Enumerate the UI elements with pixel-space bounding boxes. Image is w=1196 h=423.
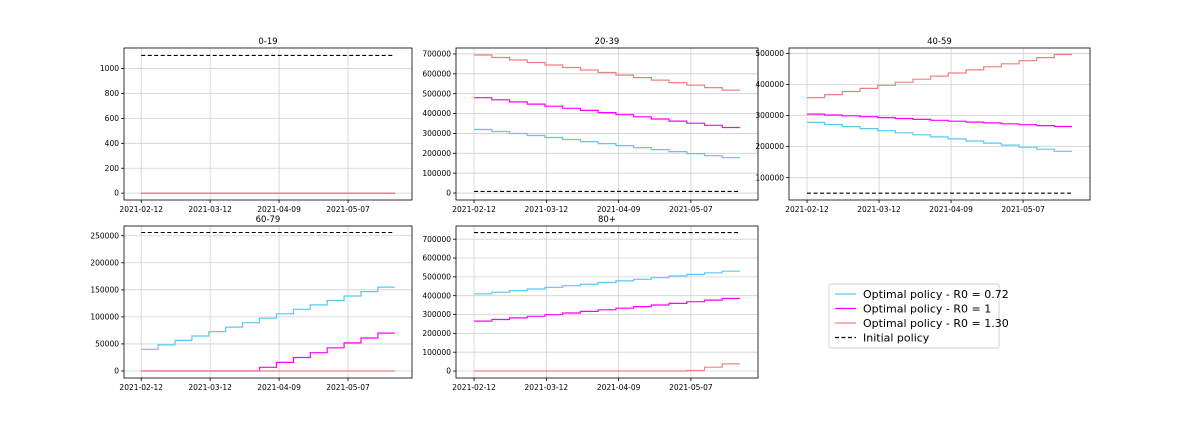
y-tick-label: 200 (105, 164, 120, 173)
x-tick-label: 2021-02-12 (119, 205, 163, 214)
y-tick-label: 150000 (90, 285, 119, 294)
series-line-3 (807, 53, 1072, 99)
y-tick-label: 100000 (422, 348, 451, 357)
y-tick-label: 200000 (422, 149, 451, 158)
axes-frame (788, 47, 1091, 201)
subplot-5: 2021-02-12 2021-03-12 2021-04-09 2021-05-07… (422, 215, 759, 392)
y-tick-label: 200000 (422, 329, 451, 338)
legend-label: Optimal policy - R0 = 1 (863, 303, 991, 316)
series-line-3 (474, 363, 740, 372)
series-line-1 (474, 270, 740, 295)
y-tick-label: 0 (114, 189, 119, 198)
y-tick-label: 400000 (755, 80, 784, 89)
x-tick-label: 2021-05-07 (669, 383, 713, 392)
legend-frame (828, 283, 1000, 349)
y-tick-label: 800 (105, 89, 120, 98)
y-tick-label: 300000 (422, 129, 451, 138)
x-tick-label: 2021-05-07 (326, 383, 370, 392)
x-tick-label: 2021-02-12 (452, 383, 496, 392)
x-tick-label: 2021-03-12 (525, 383, 569, 392)
y-tick-label: 500000 (755, 49, 784, 58)
legend-label: Optimal policy - R0 = 1.30 (863, 317, 1009, 330)
y-tick-label: 200000 (90, 258, 119, 267)
axes-frame (123, 47, 413, 201)
series-line-2 (474, 97, 740, 129)
subplot-3: 2021-02-12 2021-03-12 2021-04-09 2021-05-07… (755, 37, 1091, 214)
y-tick-label: 700000 (422, 50, 451, 59)
y-tick-label: 400000 (422, 291, 451, 300)
y-tick-label: 1000 (100, 64, 119, 73)
subplot-1: 2021-02-12 2021-03-12 2021-04-09 2021-05-07… (100, 37, 413, 214)
series-line-2 (141, 332, 395, 372)
y-tick-label: 400000 (422, 109, 451, 118)
axes-frame (455, 47, 759, 201)
series-line-1 (807, 121, 1072, 152)
y-tick-label: 500000 (422, 89, 451, 98)
y-tick-label: 100000 (755, 173, 784, 182)
y-tick-label: 600000 (422, 254, 451, 263)
gridlines (456, 48, 758, 200)
x-tick-label: 2021-02-12 (119, 383, 163, 392)
y-tick-label: 0 (114, 367, 119, 376)
subplot-title: 40-59 (927, 37, 952, 47)
y-tick-label: 0 (446, 367, 451, 376)
gridlines (789, 48, 1090, 200)
x-tick-label: 2021-05-07 (1001, 205, 1045, 214)
subplot-title: 60-79 (256, 215, 281, 225)
x-tick-label: 2021-03-12 (525, 205, 569, 214)
y-tick-label: 500000 (422, 272, 451, 281)
x-tick-label: 2021-03-12 (188, 383, 232, 392)
series-line-1 (474, 128, 740, 159)
x-tick-label: 2021-05-07 (669, 205, 713, 214)
x-tick-label: 2021-04-09 (597, 383, 641, 392)
x-tick-label: 2021-02-12 (452, 205, 496, 214)
legend: Optimal policy - R0 = 0.72 Optimal policy… (828, 283, 1009, 349)
series-line-2 (807, 113, 1072, 128)
legend-label: Initial policy (863, 332, 930, 345)
y-tick-label: 0 (446, 189, 451, 198)
subplot-2: 2021-02-12 2021-03-12 2021-04-09 2021-05-07… (422, 37, 759, 214)
series-line-2 (474, 297, 740, 322)
y-tick-label: 300000 (755, 111, 784, 120)
y-tick-label: 100000 (422, 169, 451, 178)
y-tick-label: 600000 (422, 69, 451, 78)
y-tick-label: 700000 (422, 235, 451, 244)
axes-frame (123, 225, 413, 379)
x-tick-label: 2021-04-09 (257, 205, 301, 214)
y-tick-label: 100000 (90, 312, 119, 321)
y-tick-label: 200000 (755, 142, 784, 151)
x-tick-label: 2021-03-12 (188, 205, 232, 214)
subplot-title: 80+ (598, 215, 616, 225)
series-line-1 (141, 286, 395, 350)
series-line-3 (474, 54, 740, 91)
y-tick-label: 50000 (95, 340, 119, 349)
y-tick-label: 300000 (422, 310, 451, 319)
x-tick-label: 2021-04-09 (597, 205, 641, 214)
x-tick-label: 2021-04-09 (929, 205, 973, 214)
y-tick-label: 250000 (90, 231, 119, 240)
x-tick-label: 2021-05-07 (326, 205, 370, 214)
y-tick-label: 600 (105, 114, 120, 123)
subplot-title: 0-19 (258, 37, 277, 47)
y-tick-label: 400 (105, 139, 120, 148)
x-tick-label: 2021-02-12 (785, 205, 829, 214)
x-tick-label: 2021-03-12 (857, 205, 901, 214)
x-tick-label: 2021-04-09 (257, 383, 301, 392)
subplot-4: 2021-02-12 2021-03-12 2021-04-09 2021-05-07… (90, 215, 413, 392)
gridlines (456, 226, 758, 378)
gridlines (124, 226, 412, 378)
gridlines (124, 48, 412, 200)
legend-label: Optimal policy - R0 = 0.72 (863, 288, 1009, 301)
axes-frame (455, 225, 759, 379)
subplot-title: 20-39 (595, 37, 620, 47)
